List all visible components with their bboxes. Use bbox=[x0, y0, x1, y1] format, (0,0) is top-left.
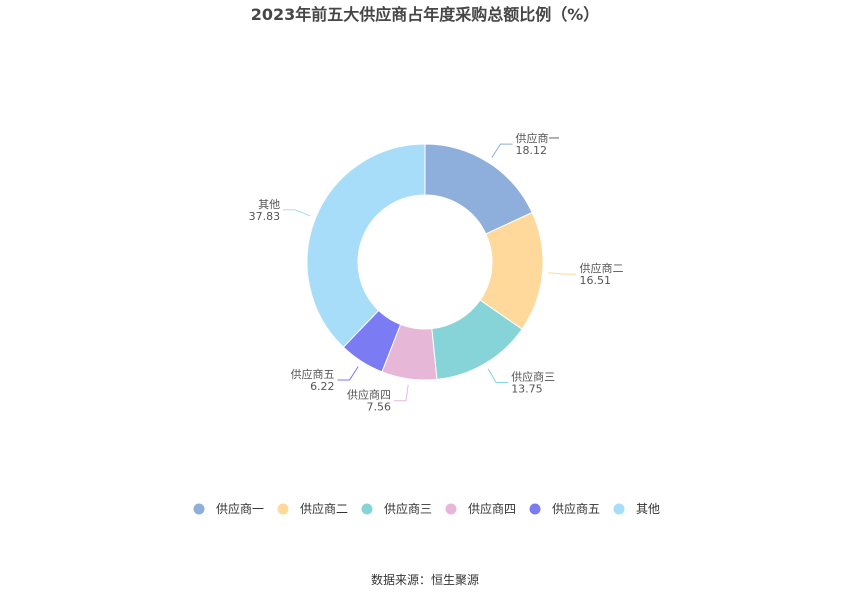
legend-item-5[interactable]: 供应商五 bbox=[529, 501, 601, 516]
legend-label: 供应商三 bbox=[384, 501, 432, 516]
slice-label-value: 18.12 bbox=[515, 144, 547, 157]
leader-line bbox=[394, 384, 409, 402]
slice-label-value: 6.22 bbox=[310, 380, 335, 393]
legend-label: 供应商五 bbox=[552, 501, 600, 516]
legend-item-3[interactable]: 供应商三 bbox=[361, 501, 433, 516]
legend-item-4[interactable]: 供应商四 bbox=[445, 501, 517, 516]
slice-other[interactable] bbox=[306, 143, 426, 348]
leader-line bbox=[337, 366, 359, 381]
leader-line bbox=[491, 143, 513, 158]
leader-line bbox=[283, 209, 311, 217]
legend-label: 供应商二 bbox=[300, 501, 348, 516]
slice-label-value: 7.56 bbox=[367, 401, 392, 414]
slice-label-name: 其他 bbox=[258, 198, 280, 211]
leader-line bbox=[487, 368, 509, 384]
legend-item-other[interactable]: 其他 bbox=[613, 502, 661, 516]
legend-marker bbox=[445, 503, 457, 515]
slice-label-name: 供应商一 bbox=[515, 131, 559, 145]
legend-label: 供应商四 bbox=[468, 501, 516, 516]
legend-marker bbox=[193, 503, 205, 515]
legend: 供应商一 供应商二 供应商三 供应商四 供应商五 其他 bbox=[193, 501, 661, 516]
slice-label-name: 供应商五 bbox=[291, 367, 335, 381]
legend-marker bbox=[529, 503, 541, 515]
chart-title: 2023年前五大供应商占年度采购总额比例（%） bbox=[251, 5, 600, 24]
slice-label-value: 16.51 bbox=[579, 274, 611, 287]
legend-marker bbox=[361, 503, 373, 515]
legend-marker bbox=[277, 503, 289, 515]
leader-line bbox=[548, 272, 577, 275]
legend-marker bbox=[613, 503, 625, 515]
data-source: 数据来源：恒生聚源 bbox=[371, 572, 479, 587]
legend-label: 其他 bbox=[636, 502, 660, 516]
slice-label-name: 供应商三 bbox=[511, 370, 555, 384]
legend-label: 供应商一 bbox=[216, 501, 264, 516]
slice-label-value: 37.83 bbox=[249, 210, 281, 223]
legend-item-2[interactable]: 供应商二 bbox=[277, 501, 349, 516]
slice-label-name: 供应商四 bbox=[347, 388, 391, 402]
slice-label-value: 13.75 bbox=[511, 383, 543, 396]
legend-item-1[interactable]: 供应商一 bbox=[193, 501, 265, 516]
donut-slices bbox=[306, 143, 544, 381]
slice-label-name: 供应商二 bbox=[579, 261, 623, 275]
